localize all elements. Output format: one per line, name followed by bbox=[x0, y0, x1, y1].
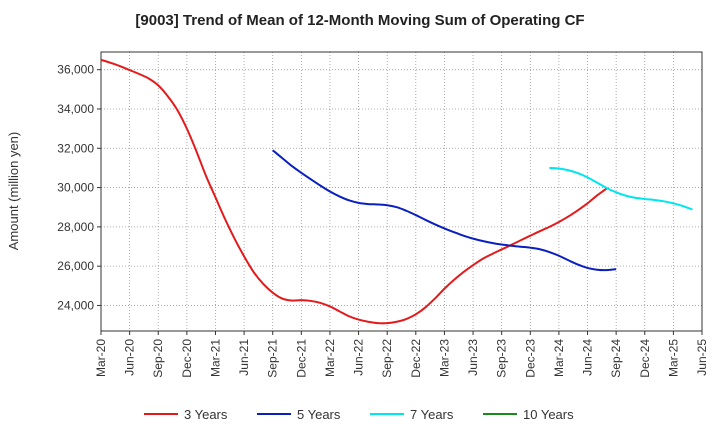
y-tick-label: 28,000 bbox=[57, 220, 94, 234]
y-tick-label: 32,000 bbox=[57, 141, 94, 155]
y-tick-label: 30,000 bbox=[57, 181, 94, 195]
legend-item-3-years: 3 Years bbox=[144, 407, 228, 422]
legend-label-5-years: 5 Years bbox=[297, 407, 341, 422]
x-tick-label: Jun-23 bbox=[466, 339, 480, 376]
x-tick-label: Dec-21 bbox=[294, 339, 308, 378]
series-line-7-years bbox=[549, 166, 693, 211]
legend-label-3-years: 3 Years bbox=[184, 407, 228, 422]
x-tick-label: Dec-22 bbox=[409, 339, 423, 378]
x-tick-label: Dec-20 bbox=[180, 339, 194, 378]
legend-item-7-years: 7 Years bbox=[370, 407, 454, 422]
legend-label-7-years: 7 Years bbox=[410, 407, 454, 422]
plot-area: Mar-20 Jun-20 Sep-20 Dec-20 Mar-21 Jun-21 Sep-… bbox=[57, 51, 709, 378]
x-tick-label: Jun-20 bbox=[123, 339, 137, 376]
legend: 3 Years 5 Years 7 Years 10 Years bbox=[144, 407, 574, 422]
y-tick-label: 26,000 bbox=[57, 259, 94, 273]
legend-label-10-years: 10 Years bbox=[523, 407, 574, 422]
x-tick-label: Jun-24 bbox=[581, 339, 595, 376]
x-tick-label: Mar-23 bbox=[437, 339, 451, 377]
chart-title: [9003] Trend of Mean of 12-Month Moving … bbox=[135, 12, 584, 29]
series-line-3-years bbox=[100, 58, 608, 325]
x-tick-label: Mar-25 bbox=[666, 339, 680, 377]
series-line-5-years bbox=[272, 149, 617, 272]
x-tick-label: Jun-22 bbox=[352, 339, 366, 376]
y-tick-label: 24,000 bbox=[57, 298, 94, 312]
x-tick-label: Sep-20 bbox=[151, 339, 165, 378]
x-tick-label: Sep-21 bbox=[266, 339, 280, 378]
x-tick-label: Jun-21 bbox=[237, 339, 251, 376]
x-tick-label: Sep-22 bbox=[380, 339, 394, 378]
x-tick-label: Sep-24 bbox=[609, 339, 623, 378]
y-tick-label: 34,000 bbox=[57, 102, 94, 116]
legend-item-10-years: 10 Years bbox=[483, 407, 574, 422]
plot-frame bbox=[100, 51, 703, 332]
x-tick-label: Mar-20 bbox=[94, 339, 108, 377]
x-tick-label: Dec-24 bbox=[638, 339, 652, 378]
x-tick-label: Dec-23 bbox=[523, 339, 537, 378]
y-tick-label: 36,000 bbox=[57, 63, 94, 77]
x-tick-label: Sep-23 bbox=[495, 339, 509, 378]
x-tick-label: Mar-24 bbox=[552, 339, 566, 377]
y-axis-label: Amount (million yen) bbox=[6, 132, 21, 251]
legend-item-5-years: 5 Years bbox=[257, 407, 341, 422]
x-tick-label: Jun-25 bbox=[695, 339, 709, 376]
x-tick-label: Mar-21 bbox=[208, 339, 222, 377]
x-tick-label: Mar-22 bbox=[323, 339, 337, 377]
